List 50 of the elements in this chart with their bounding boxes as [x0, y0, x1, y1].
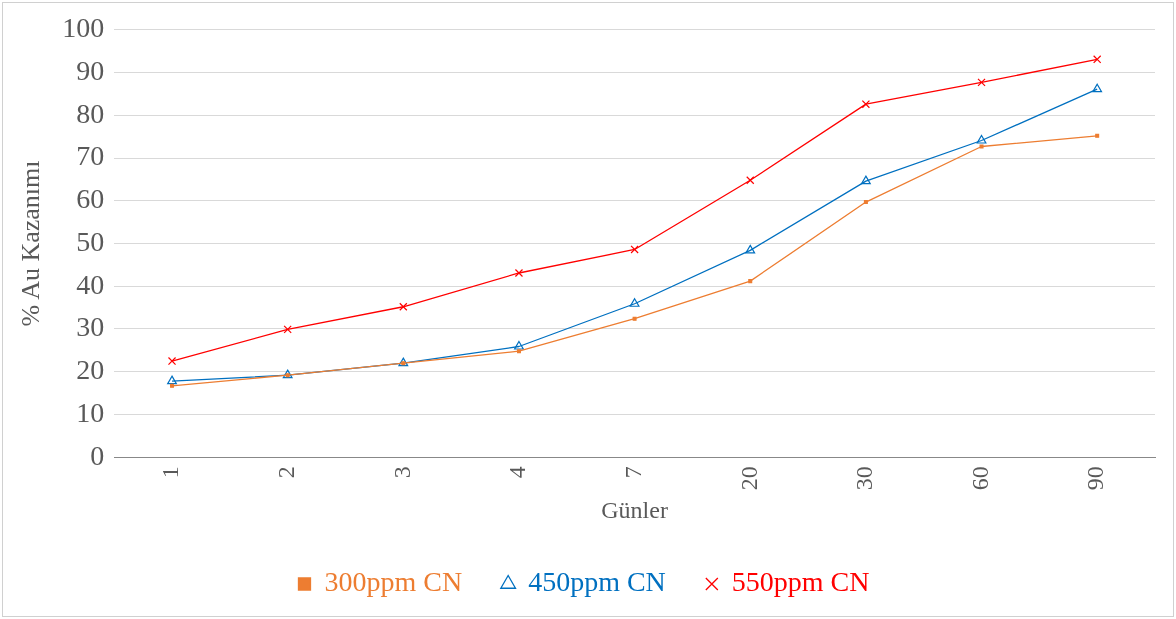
point — [398, 357, 409, 367]
x-tick-label: 90 — [1082, 466, 1109, 491]
x-tick-label: 7 — [619, 466, 646, 479]
point — [514, 340, 524, 350]
y-tick-label: 70 — [76, 140, 105, 172]
x-axis-title: Günler — [601, 496, 668, 523]
y-axis-title: % Au Kazanımı — [16, 160, 46, 327]
x-tick-label: 60 — [966, 466, 993, 491]
point — [745, 244, 756, 254]
point — [282, 369, 293, 379]
x-tick-label: 1 — [157, 466, 184, 479]
y-tick-label: 30 — [76, 311, 105, 343]
point — [861, 100, 871, 109]
point — [632, 316, 637, 321]
legend-label: 550ppm CN — [731, 566, 870, 598]
point — [860, 175, 871, 185]
point — [1092, 83, 1103, 93]
legend-label: 300ppm CN — [324, 566, 463, 598]
point — [977, 78, 986, 87]
point — [630, 245, 639, 254]
point — [1095, 133, 1100, 138]
x-tick-label: 2 — [272, 466, 299, 479]
y-tick-label: 40 — [76, 268, 105, 300]
y-tick-label: 10 — [76, 396, 105, 428]
point — [979, 144, 984, 149]
point — [863, 200, 868, 205]
y-tick-label: 100 — [62, 12, 105, 44]
y-tick-label: 0 — [90, 439, 105, 471]
y-tick-label: 20 — [76, 354, 105, 386]
y-tick-label: 60 — [76, 183, 105, 215]
x-tick-label: 4 — [504, 466, 531, 479]
x-tick-label: 3 — [388, 466, 415, 479]
y-tick-label: 90 — [76, 54, 105, 86]
point — [629, 298, 640, 307]
y-tick-label: 80 — [76, 97, 105, 129]
point — [746, 176, 755, 185]
y-tick-label: 50 — [76, 225, 105, 257]
point — [399, 302, 408, 311]
point — [283, 325, 292, 334]
point — [1093, 55, 1102, 64]
point — [748, 279, 753, 284]
point — [514, 268, 524, 278]
point — [167, 375, 177, 385]
x-tick-label: 30 — [851, 466, 878, 491]
point — [976, 134, 987, 144]
x-tick-label: 20 — [735, 466, 762, 491]
point — [170, 383, 175, 388]
legend-label: 450ppm CN — [528, 566, 666, 598]
point — [516, 349, 521, 354]
point — [167, 356, 177, 366]
